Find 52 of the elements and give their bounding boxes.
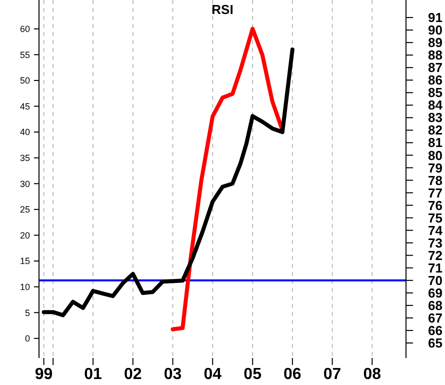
y-tick-label: 20	[20, 230, 30, 240]
y2-tick-label: 73	[428, 235, 442, 250]
line-series	[42, 48, 294, 318]
x-tick-label: 05	[244, 366, 262, 383]
y2-tick-label: 87	[428, 60, 442, 76]
y2-tick-label: 89	[428, 35, 442, 50]
y-tick-label: 15	[20, 256, 30, 266]
x-tick-label: 02	[124, 366, 142, 383]
y2-tick-label: 80	[428, 148, 442, 163]
y-tick-label: 25	[20, 204, 30, 215]
y2-tick-label: 88	[428, 48, 442, 63]
y-tick-label: 35	[20, 153, 30, 163]
y2-tick-label: 67	[428, 310, 442, 326]
y2-tick-label: 65	[428, 336, 442, 351]
x-tick-label: 03	[164, 366, 182, 383]
y-tick-label: 40	[20, 127, 30, 138]
y2-tick-label: 75	[428, 210, 442, 226]
y2-tick-label: 85	[428, 85, 442, 100]
y2-tick-label: 74	[428, 222, 444, 238]
y2-tick-label: 78	[428, 172, 442, 188]
y-tick-label: 60	[20, 24, 30, 34]
y2-tick-label: 72	[428, 248, 442, 263]
y2-tick-label: 69	[428, 285, 442, 300]
y2-tick-label: 84	[428, 98, 444, 113]
y2-tick-label: 76	[428, 198, 442, 213]
x-tick-label: 01	[84, 366, 102, 383]
y2-tick-label: 66	[428, 323, 442, 338]
y2-tick-label: 82	[428, 122, 442, 138]
x-tick-label: 99	[34, 366, 53, 383]
x-tick-label: 06	[284, 366, 302, 383]
y2-tick-label: 79	[428, 160, 442, 176]
y2-tick-label: 83	[428, 110, 442, 126]
y-tick-label: 45	[20, 101, 30, 112]
y2-tick-label: 77	[428, 185, 442, 200]
y2-tick-label: 71	[428, 260, 442, 276]
y2-tick-label: 81	[428, 135, 442, 150]
y-tick-label: 50	[20, 76, 30, 86]
y2-tick-label: 91	[428, 10, 442, 26]
chart-title: RSI	[212, 2, 234, 17]
y-tick-label: 5	[24, 308, 30, 318]
line-series	[170, 26, 284, 332]
y-tick-label: 0	[24, 334, 30, 344]
y2-tick-label: 90	[428, 22, 442, 38]
y-tick-label: 10	[20, 282, 30, 292]
y2-tick-label: 68	[428, 298, 442, 313]
y-tick-label: 30	[20, 178, 30, 189]
y2-tick-label: 86	[428, 72, 442, 88]
y-tick-label: 55	[20, 50, 30, 60]
x-tick-label: 08	[363, 366, 382, 383]
x-tick-label: 07	[323, 366, 342, 383]
x-tick-label: 04	[204, 366, 222, 383]
y2-tick-label: 70	[428, 272, 442, 288]
